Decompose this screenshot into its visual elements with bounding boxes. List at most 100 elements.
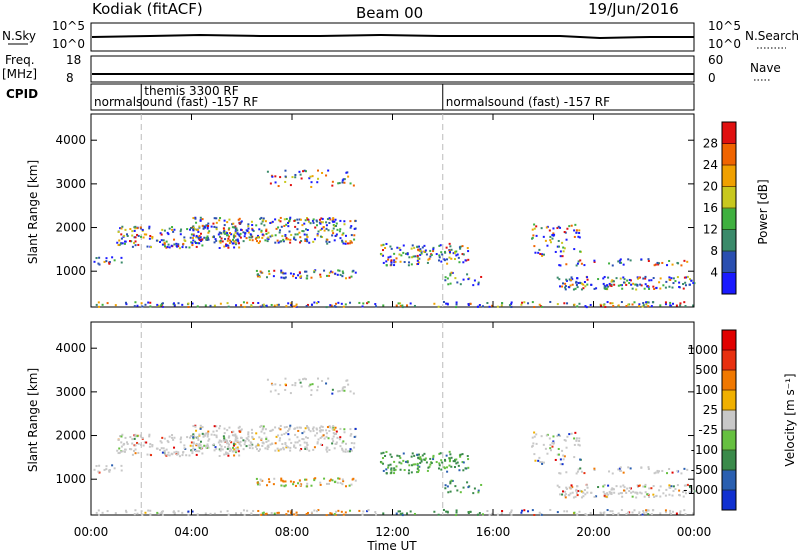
power-cell bbox=[123, 234, 126, 237]
power-cell bbox=[287, 302, 290, 305]
power-cell bbox=[446, 262, 449, 265]
power-cell bbox=[305, 228, 308, 231]
velocity-cell bbox=[128, 448, 131, 451]
power-cell bbox=[403, 261, 406, 264]
power-cell bbox=[533, 245, 536, 248]
power-cell bbox=[557, 239, 560, 242]
velocity-cell bbox=[125, 511, 128, 514]
velocity-cell bbox=[187, 510, 190, 513]
velocity-cell bbox=[210, 433, 213, 436]
power-cell bbox=[330, 270, 333, 273]
velocity-cell bbox=[539, 461, 542, 464]
power-cell bbox=[279, 220, 282, 223]
power-cell bbox=[538, 248, 541, 251]
velocity-cell bbox=[160, 510, 163, 513]
velocity-cell bbox=[419, 458, 422, 461]
power-cell bbox=[218, 219, 221, 222]
power-cell bbox=[418, 257, 421, 260]
power-cell bbox=[277, 219, 280, 222]
power-cell bbox=[133, 226, 136, 229]
velocity-cell bbox=[382, 451, 385, 454]
power-cell bbox=[265, 232, 268, 235]
velocity-cell bbox=[219, 449, 222, 452]
velocity-cell bbox=[327, 377, 330, 380]
power-cell bbox=[603, 284, 606, 287]
velocity-cell bbox=[620, 492, 623, 495]
colorbar-tick-label: 100 bbox=[695, 383, 718, 397]
power-cell bbox=[231, 226, 234, 229]
velocity-cell bbox=[282, 448, 285, 451]
power-cell bbox=[337, 269, 340, 272]
power-cell bbox=[251, 224, 254, 227]
power-cell bbox=[198, 226, 201, 229]
power-cell bbox=[559, 255, 562, 258]
power-cell bbox=[440, 260, 443, 263]
velocity-cell bbox=[278, 439, 281, 442]
velocity-cell bbox=[449, 459, 452, 462]
power-cell bbox=[393, 252, 396, 255]
colorbar-tick-label: -500 bbox=[691, 463, 718, 477]
power-cell bbox=[310, 185, 313, 188]
power-cell bbox=[561, 285, 564, 288]
velocity-cell bbox=[237, 448, 240, 451]
velocity-cell bbox=[218, 454, 221, 457]
velocity-cell bbox=[199, 444, 202, 447]
velocity-cell bbox=[161, 451, 164, 454]
power-cell bbox=[420, 252, 423, 255]
power-cell bbox=[309, 175, 312, 178]
power-cell bbox=[237, 242, 240, 245]
power-cell bbox=[344, 242, 347, 245]
power-cell bbox=[674, 280, 677, 283]
power-cell bbox=[341, 181, 344, 184]
velocity-cell bbox=[341, 483, 344, 486]
power-cell bbox=[306, 235, 309, 238]
power-cell bbox=[283, 218, 286, 221]
power-cell bbox=[289, 241, 292, 244]
power-cell bbox=[215, 239, 218, 242]
velocity-cell bbox=[232, 446, 235, 449]
power-cell bbox=[561, 241, 564, 244]
velocity-cell bbox=[659, 512, 662, 515]
y-tick-label: 3000 bbox=[55, 177, 86, 191]
velocity-cell bbox=[646, 493, 649, 496]
power-cell bbox=[202, 227, 205, 230]
power-cell bbox=[609, 302, 612, 305]
power-cell bbox=[215, 217, 218, 220]
power-cell bbox=[156, 303, 159, 306]
power-cell bbox=[541, 253, 544, 256]
velocity-cell bbox=[294, 513, 297, 516]
colorbar-segment bbox=[722, 450, 736, 471]
power-cell bbox=[394, 260, 397, 263]
velocity-cell bbox=[196, 450, 199, 453]
power-cell bbox=[230, 233, 233, 236]
power-cell bbox=[469, 302, 472, 305]
velocity-cell bbox=[137, 442, 140, 445]
power-cell bbox=[292, 275, 295, 278]
velocity-cell bbox=[197, 445, 200, 448]
velocity-cell bbox=[247, 431, 250, 434]
velocity-cell bbox=[611, 472, 614, 475]
power-cell bbox=[640, 284, 643, 287]
power-cell bbox=[302, 230, 305, 233]
power-cell bbox=[382, 254, 385, 257]
velocity-cell bbox=[242, 448, 245, 451]
velocity-cell bbox=[367, 509, 370, 512]
velocity-cell bbox=[206, 445, 209, 448]
power-cell bbox=[247, 225, 250, 228]
power-cell bbox=[575, 281, 578, 284]
power-cell bbox=[146, 245, 149, 248]
velocity-cell bbox=[261, 512, 264, 515]
velocity-cell bbox=[605, 495, 608, 498]
power-cell bbox=[678, 281, 681, 284]
power-cell bbox=[571, 283, 574, 286]
power-cell bbox=[624, 281, 627, 284]
power-cell bbox=[233, 226, 236, 229]
velocity-cell bbox=[242, 439, 245, 442]
velocity-cell bbox=[95, 511, 98, 514]
velocity-cell bbox=[233, 454, 236, 457]
velocity-cell bbox=[366, 510, 369, 513]
nave-label: Nave bbox=[750, 61, 781, 75]
velocity-cell bbox=[334, 513, 337, 516]
power-cell bbox=[472, 284, 475, 287]
velocity-cell bbox=[180, 436, 183, 439]
